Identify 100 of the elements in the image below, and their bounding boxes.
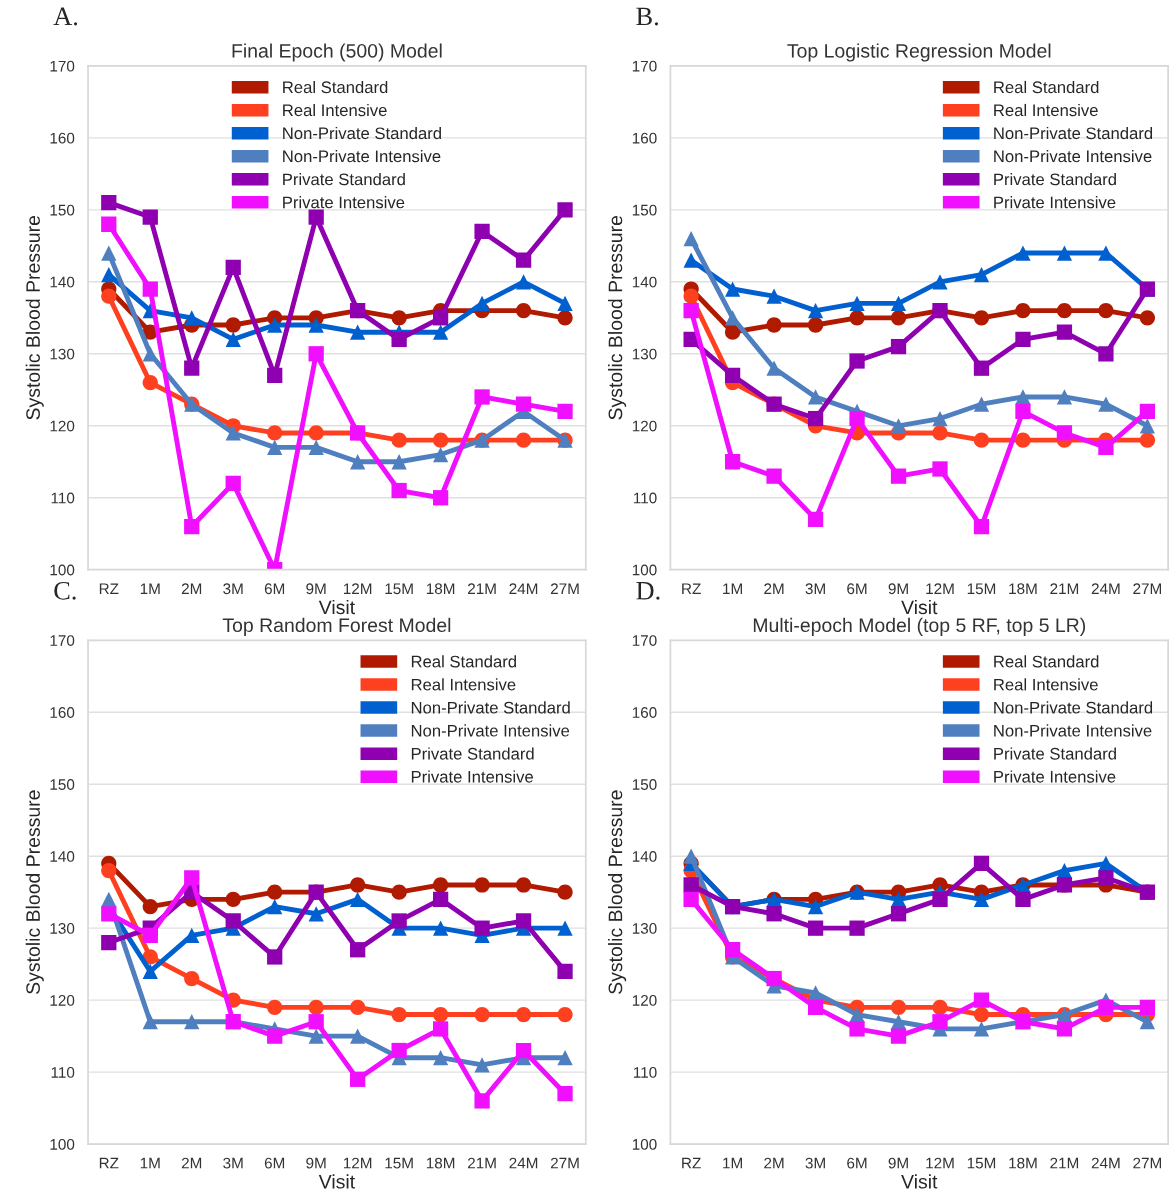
point — [350, 891, 366, 908]
point — [267, 884, 283, 900]
point — [308, 425, 324, 441]
point — [807, 920, 824, 936]
point — [184, 970, 200, 987]
point — [973, 992, 990, 1008]
point — [557, 310, 573, 326]
x-tick-label: 2M — [764, 583, 784, 594]
point — [890, 1028, 907, 1044]
point — [1056, 245, 1073, 261]
point — [391, 454, 407, 470]
y-tick-label: 130 — [632, 348, 657, 360]
point — [932, 461, 948, 477]
x-tick-label: 18M — [426, 583, 455, 595]
point — [225, 317, 241, 333]
point — [807, 511, 824, 527]
x-tick-label: 12M — [343, 583, 372, 594]
point — [267, 999, 283, 1015]
point — [1056, 389, 1073, 405]
point — [142, 374, 158, 391]
point — [267, 317, 283, 333]
legend-label: Real Intensive — [994, 678, 1098, 691]
point — [101, 216, 117, 232]
point — [683, 288, 699, 304]
x-tick-label: 21M — [468, 1157, 496, 1169]
x-tick-label: 18M — [426, 1157, 455, 1169]
point — [308, 317, 324, 333]
point — [432, 1006, 449, 1023]
point — [142, 927, 158, 943]
point — [391, 432, 407, 448]
chart-title: Top Random Forest Model — [222, 617, 451, 636]
legend-label: Non-Private Standard — [994, 701, 1153, 714]
x-axis-title: Visit — [901, 1174, 938, 1189]
x-tick-label: RZ — [99, 1157, 119, 1169]
point — [391, 1042, 407, 1059]
y-tick-label: 150 — [632, 204, 657, 216]
point — [391, 884, 407, 900]
x-tick-label: RZ — [682, 583, 701, 594]
point — [890, 338, 907, 355]
point — [142, 1014, 158, 1030]
x-tick-label: 3M — [223, 583, 243, 595]
x-tick-label: 21M — [468, 583, 496, 594]
point — [1098, 396, 1114, 412]
point — [142, 209, 158, 225]
point — [142, 346, 158, 362]
x-tick-label: 12M — [926, 1157, 954, 1169]
chart-title: Multi-epoch Model (top 5 RF, top 5 LR) — [753, 617, 1086, 636]
point — [1015, 245, 1031, 261]
point — [724, 324, 741, 340]
point — [350, 1071, 366, 1087]
x-tick-label: 1M — [723, 1157, 742, 1169]
point — [683, 877, 699, 893]
point — [683, 848, 699, 864]
point — [432, 891, 449, 908]
point — [225, 425, 241, 441]
point — [890, 310, 907, 326]
point — [766, 468, 782, 484]
point — [515, 913, 532, 929]
x-tick-label: 6M — [264, 583, 285, 595]
y-tick-label: 160 — [50, 707, 75, 718]
point — [932, 410, 948, 427]
point — [890, 468, 907, 484]
point — [267, 439, 283, 455]
point — [350, 324, 366, 340]
point — [1098, 245, 1114, 261]
point — [432, 1050, 449, 1066]
point — [849, 410, 865, 427]
point — [807, 999, 824, 1015]
point — [184, 927, 200, 943]
point — [184, 1014, 200, 1030]
y-tick-label: 120 — [50, 995, 75, 1006]
point — [225, 259, 241, 276]
text: D. — [636, 582, 660, 600]
point — [766, 288, 782, 304]
point — [807, 302, 824, 319]
point — [1139, 310, 1156, 326]
point — [515, 252, 532, 268]
x-tick-label: 27M — [550, 583, 579, 594]
point — [474, 1057, 490, 1073]
legend-label: Private Intensive — [994, 770, 1116, 783]
y-tick-label: 120 — [632, 995, 657, 1006]
y-tick-label: 110 — [51, 492, 75, 504]
x-tick-label: 18M — [1009, 1157, 1037, 1169]
y-tick-label: 100 — [632, 564, 657, 576]
point — [807, 410, 824, 427]
x-axis-title: Visit — [901, 599, 938, 615]
point — [557, 1050, 573, 1066]
legend-label: Private Intensive — [411, 770, 533, 783]
point — [308, 1028, 324, 1044]
y-axis-title: Systolic Blood Pressure — [608, 790, 627, 994]
x-tick-label: 21M — [1050, 583, 1079, 594]
x-tick-label: RZ — [682, 1157, 701, 1169]
point — [474, 295, 490, 312]
point — [391, 1006, 407, 1023]
x-tick-label: 3M — [223, 1157, 243, 1169]
point — [973, 266, 990, 283]
x-tick-label: 1M — [140, 1157, 160, 1169]
point — [973, 518, 990, 535]
point — [308, 1014, 324, 1030]
point — [973, 891, 990, 908]
